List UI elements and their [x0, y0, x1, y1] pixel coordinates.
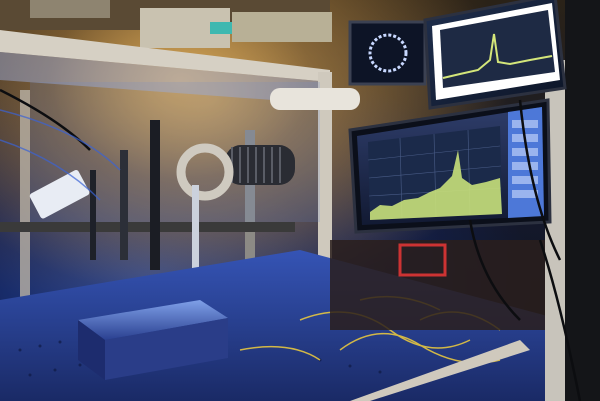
optical-post-1 [150, 120, 160, 270]
black-cables [0, 88, 582, 401]
led-lamp [29, 170, 90, 219]
instrument-box-3 [30, 0, 110, 18]
enclosure-post-left [20, 90, 30, 350]
enclosure-roof [0, 30, 330, 82]
base-rail [350, 340, 530, 401]
enclosure-post-mid [245, 130, 255, 350]
top-right-plot-bg [440, 10, 555, 88]
vacuum-pipe [270, 88, 360, 110]
equipment-shelf [330, 240, 550, 330]
bellows-ridges [231, 147, 281, 183]
blue-enclosure-front [78, 320, 105, 380]
blue-cables [0, 109, 121, 201]
enclosure-rail-bottom [0, 222, 295, 232]
ring-image [368, 33, 408, 73]
top-right-trace [442, 33, 553, 79]
cable-bundle-right [565, 0, 600, 401]
red-frame [398, 243, 447, 277]
enclosure-roof-panel [0, 52, 340, 105]
ring-monitor [348, 20, 427, 86]
optical-post-2 [120, 150, 128, 260]
flex-bellows [225, 145, 295, 185]
optical-post-3 [192, 185, 199, 275]
blue-enclosure-top [78, 300, 228, 340]
spectrum-trace-fill [370, 150, 502, 220]
instrument-box-2 [232, 12, 332, 42]
ring-magnet [176, 143, 234, 201]
optical-post-4 [90, 170, 96, 260]
blue-enclosure-side [105, 318, 228, 380]
